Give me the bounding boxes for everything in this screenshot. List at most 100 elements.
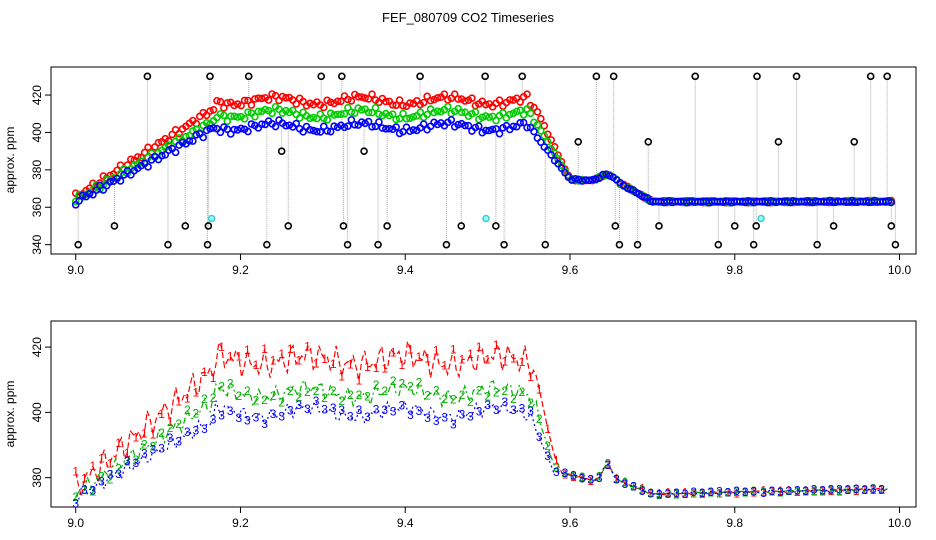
series-3-point (316, 128, 325, 136)
series-1-marker: 1 (690, 486, 697, 500)
series-3-point (519, 118, 528, 127)
series-2-marker: 2 (270, 389, 277, 403)
series-3-marker: 3 (760, 486, 767, 500)
series-2-marker: 2 (502, 384, 509, 398)
series-1-point (395, 96, 404, 104)
series-1-marker: 1 (98, 451, 105, 465)
series-2-marker: 2 (733, 485, 740, 499)
series-1-point (495, 96, 504, 105)
series-3-point (887, 198, 896, 207)
series-3-point (392, 123, 400, 131)
bottom-y-tick-label: 380 (30, 467, 44, 487)
series-1-marker: 1 (656, 486, 663, 500)
series-1-marker: 1 (399, 358, 406, 372)
outlier-point (752, 222, 760, 230)
outlier-point (277, 147, 286, 155)
series-1-marker: 1 (467, 347, 474, 361)
series-1-point (426, 96, 435, 105)
series-2-point (506, 110, 514, 119)
series-3-line (763, 487, 888, 494)
series-3-marker: 3 (313, 394, 320, 408)
series-2-marker: 2 (750, 484, 757, 498)
series-1-marker: 1 (750, 485, 757, 499)
series-3-point (475, 122, 483, 131)
series-2-marker: 2 (510, 392, 517, 406)
series-1-marker: 1 (158, 407, 165, 421)
series-1-marker: 1 (630, 480, 637, 494)
series-1-marker: 1 (175, 394, 182, 408)
series-2-marker: 2 (193, 406, 200, 420)
series-3-point (382, 124, 390, 133)
series-2-marker: 2 (802, 484, 809, 498)
series-1-point (220, 104, 228, 112)
series-3-point (588, 175, 597, 184)
series-3-point (481, 126, 490, 135)
series-3-marker: 3 (870, 482, 877, 496)
series-2-point (309, 113, 318, 122)
series-2-marker: 2 (347, 388, 354, 402)
series-2-marker: 2 (596, 470, 603, 484)
series-1-marker: 1 (493, 338, 500, 352)
series-3-point (75, 196, 83, 205)
outlier-point (143, 72, 152, 81)
series-2-marker: 2 (150, 440, 157, 454)
series-3-marker: 3 (467, 410, 474, 424)
series-3-marker: 3 (878, 483, 885, 497)
series-2-point (371, 104, 380, 112)
chart-title: FEF_080709 CO2 Timeseries (382, 10, 554, 25)
series-3-point (492, 125, 500, 133)
series-2-marker: 2 (184, 403, 191, 417)
bottom-x-tick-label: 9.6 (562, 516, 579, 530)
series-3-marker: 3 (364, 410, 371, 424)
series-2-point (402, 114, 411, 123)
series-2-point (512, 107, 521, 116)
outlier-point (74, 240, 82, 249)
series-3-marker: 3 (682, 487, 689, 501)
series-3-point (581, 176, 590, 184)
series-3-marker: 3 (287, 403, 294, 417)
series-2-point (99, 181, 108, 189)
series-1-marker: 1 (81, 472, 88, 486)
series-1-point (516, 98, 524, 106)
series-1-marker: 1 (330, 357, 337, 371)
series-2-point (423, 110, 431, 119)
bottom-axes: 9.0 9.2 9.4 9.6 9.8 10.0 380 400 420 (30, 337, 912, 530)
series-3-marker: 3 (690, 485, 697, 499)
series-3-point (299, 128, 307, 136)
series-1-point (406, 99, 414, 107)
top-y-axis-label: approx. ppm (3, 127, 17, 194)
outlier-point (164, 240, 172, 249)
series-3-marker: 3 (707, 485, 714, 499)
series-2-point (223, 117, 232, 126)
series-3-marker: 3 (450, 418, 457, 432)
series-3-marker: 3 (381, 403, 388, 417)
series-2-marker: 2 (287, 384, 294, 398)
series-3-marker: 3 (227, 404, 234, 418)
series-2-marker: 2 (416, 376, 423, 390)
series-3-point (599, 170, 607, 179)
series-3-point (461, 121, 469, 130)
series-2-marker: 2 (760, 485, 767, 499)
series-2-point (330, 111, 338, 119)
series-3-point (171, 148, 180, 157)
series-2-marker: 2 (441, 392, 448, 406)
series-3-marker: 3 (261, 417, 268, 431)
series-2-point (485, 113, 493, 122)
series-2-point (261, 105, 270, 114)
series-2-marker: 2 (399, 377, 406, 391)
series-1-marker: 1 (519, 355, 526, 369)
series-3-marker: 3 (115, 467, 122, 481)
series-1-marker: 1 (828, 484, 835, 498)
series-2-point (340, 110, 349, 118)
series-1-point (319, 103, 328, 112)
series-2-marker: 2 (639, 483, 646, 497)
series-2-marker: 2 (647, 486, 654, 500)
series-1-point (506, 96, 514, 104)
series-3-point (350, 121, 359, 129)
outlier-point (500, 240, 508, 249)
series-2-marker: 2 (175, 417, 182, 431)
series-3-marker: 3 (647, 486, 654, 500)
series-2-marker: 2 (132, 453, 139, 467)
series-2-point (220, 111, 228, 120)
series-3-marker: 3 (510, 403, 517, 417)
